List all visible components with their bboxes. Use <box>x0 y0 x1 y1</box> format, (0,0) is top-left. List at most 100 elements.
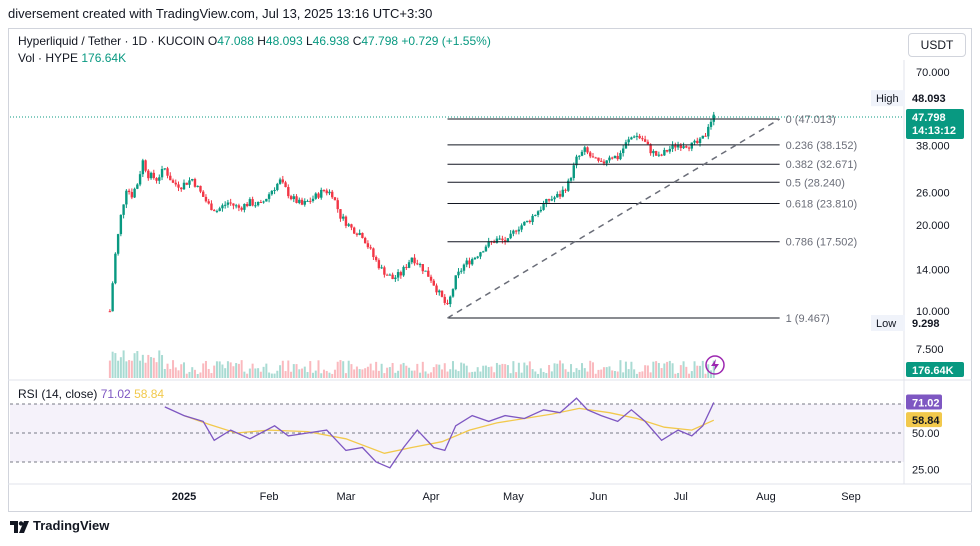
candle[interactable] <box>473 257 477 260</box>
symbol-name[interactable]: Hyperliquid / Tether · 1D · KUCOIN <box>18 34 205 48</box>
candle[interactable] <box>317 193 320 198</box>
candle[interactable] <box>322 189 326 191</box>
candle[interactable] <box>218 208 221 211</box>
candle[interactable] <box>223 204 227 206</box>
candle[interactable] <box>127 190 131 193</box>
candle[interactable] <box>660 154 663 156</box>
candle[interactable] <box>306 200 309 202</box>
candle[interactable] <box>347 224 350 226</box>
candle[interactable] <box>471 259 474 265</box>
candle[interactable] <box>632 136 636 138</box>
candle[interactable] <box>495 238 499 243</box>
candle[interactable] <box>394 277 397 280</box>
candle[interactable] <box>586 147 589 153</box>
candle[interactable] <box>237 205 241 208</box>
candle[interactable] <box>278 179 282 184</box>
candle[interactable] <box>583 147 586 152</box>
candle[interactable] <box>481 251 485 253</box>
candle[interactable] <box>621 148 625 154</box>
candle[interactable] <box>210 203 213 211</box>
candle[interactable] <box>136 184 139 189</box>
candle[interactable] <box>630 137 633 140</box>
candle[interactable] <box>416 263 419 265</box>
candle[interactable] <box>339 209 342 219</box>
candle[interactable] <box>525 220 529 222</box>
alert-circle[interactable] <box>705 355 725 375</box>
candle[interactable] <box>388 274 392 276</box>
candle[interactable] <box>427 270 430 277</box>
candle[interactable] <box>440 290 444 297</box>
candle[interactable] <box>248 199 252 207</box>
candle[interactable] <box>284 182 287 188</box>
candle[interactable] <box>693 140 696 143</box>
candle[interactable] <box>166 168 169 176</box>
candle[interactable] <box>125 190 128 205</box>
candle[interactable] <box>383 267 386 275</box>
tradingview-brand[interactable]: TradingView <box>33 518 110 533</box>
candle[interactable] <box>270 190 274 195</box>
candle[interactable] <box>331 191 334 198</box>
candle[interactable] <box>309 200 312 202</box>
candle[interactable] <box>333 197 337 201</box>
candle[interactable] <box>298 199 301 203</box>
candle[interactable] <box>185 182 188 185</box>
candle[interactable] <box>479 252 482 257</box>
candle[interactable] <box>600 160 603 162</box>
candle[interactable] <box>536 211 540 215</box>
candle[interactable] <box>215 210 219 212</box>
candle[interactable] <box>643 139 647 142</box>
candle[interactable] <box>690 142 693 149</box>
candle[interactable] <box>352 227 356 234</box>
candle[interactable] <box>212 210 216 212</box>
candle[interactable] <box>457 271 460 276</box>
alert-icon[interactable] <box>705 355 725 375</box>
candle[interactable] <box>613 155 617 159</box>
candle[interactable] <box>133 188 136 198</box>
candle[interactable] <box>111 283 114 312</box>
candle[interactable] <box>567 180 570 191</box>
candle[interactable] <box>116 234 120 254</box>
candle[interactable] <box>657 154 661 156</box>
candle[interactable] <box>506 238 510 242</box>
candle[interactable] <box>396 272 400 278</box>
candle[interactable] <box>608 157 611 161</box>
candle[interactable] <box>320 189 323 198</box>
candle[interactable] <box>545 199 548 205</box>
candle[interactable] <box>556 194 559 198</box>
candle[interactable] <box>514 230 518 232</box>
candle[interactable] <box>704 135 707 137</box>
candle[interactable] <box>701 135 704 139</box>
candle[interactable] <box>410 257 414 263</box>
candle[interactable] <box>155 178 158 181</box>
candle[interactable] <box>619 153 622 160</box>
candle[interactable] <box>498 238 501 240</box>
candle[interactable] <box>265 198 268 202</box>
candle[interactable] <box>262 201 265 203</box>
candle[interactable] <box>287 187 290 197</box>
candle[interactable] <box>429 276 433 281</box>
candle[interactable] <box>569 178 573 181</box>
candle[interactable] <box>188 180 191 185</box>
candle[interactable] <box>363 237 367 244</box>
candle[interactable] <box>311 198 315 202</box>
candle[interactable] <box>160 169 164 178</box>
candle[interactable] <box>380 267 383 269</box>
candle[interactable] <box>180 187 183 190</box>
candle[interactable] <box>454 275 457 290</box>
candle[interactable] <box>432 280 435 286</box>
candle[interactable] <box>484 246 488 252</box>
candle[interactable] <box>550 199 554 201</box>
candle[interactable] <box>314 193 317 199</box>
candle[interactable] <box>196 185 199 187</box>
candle[interactable] <box>147 170 150 179</box>
candle[interactable] <box>652 151 655 154</box>
time-axis[interactable]: 2025 Feb Mar Apr May Jun Jul Aug Sep <box>172 491 861 503</box>
candle[interactable] <box>229 202 232 204</box>
candle[interactable] <box>182 182 186 190</box>
rsi-legend[interactable]: RSI (14, close) 71.02 58.84 <box>18 387 164 401</box>
candle[interactable] <box>676 145 680 148</box>
candle[interactable] <box>712 114 715 122</box>
candle[interactable] <box>369 247 372 249</box>
candle[interactable] <box>169 175 172 181</box>
candle[interactable] <box>501 238 504 241</box>
